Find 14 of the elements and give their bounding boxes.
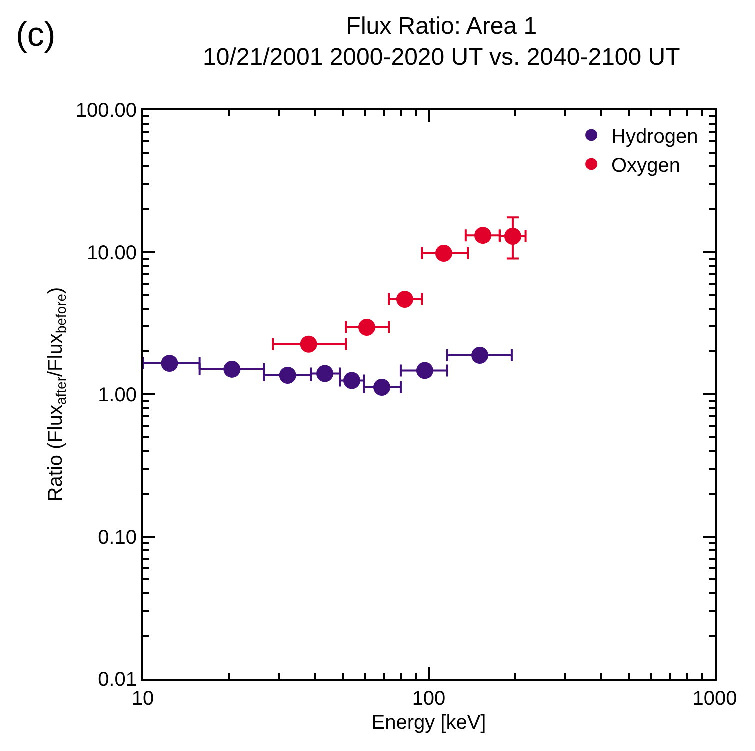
x-tick-label: 100 [412, 688, 446, 710]
y-tick-label: 1.00 [98, 384, 137, 406]
y-tick-label: 10.00 [86, 242, 137, 264]
x-axis-title: Energy [keV] [372, 712, 486, 734]
chart-subtitle: 10/21/2001 2000-2020 UT vs. 2040-2100 UT [203, 44, 681, 71]
y-tick-label: 0.01 [98, 669, 137, 691]
legend-label: Oxygen [612, 154, 680, 177]
x-tick-label: 1000 [692, 688, 738, 710]
chart-title: Flux Ratio: Area 1 [346, 12, 538, 40]
legend-label: Hydrogen [612, 126, 698, 148]
x-tick-label: 10 [132, 688, 154, 710]
y-tick-label: 100.00 [76, 100, 137, 122]
text: (c) [16, 16, 56, 54]
y-tick-label: 0.10 [98, 526, 137, 549]
